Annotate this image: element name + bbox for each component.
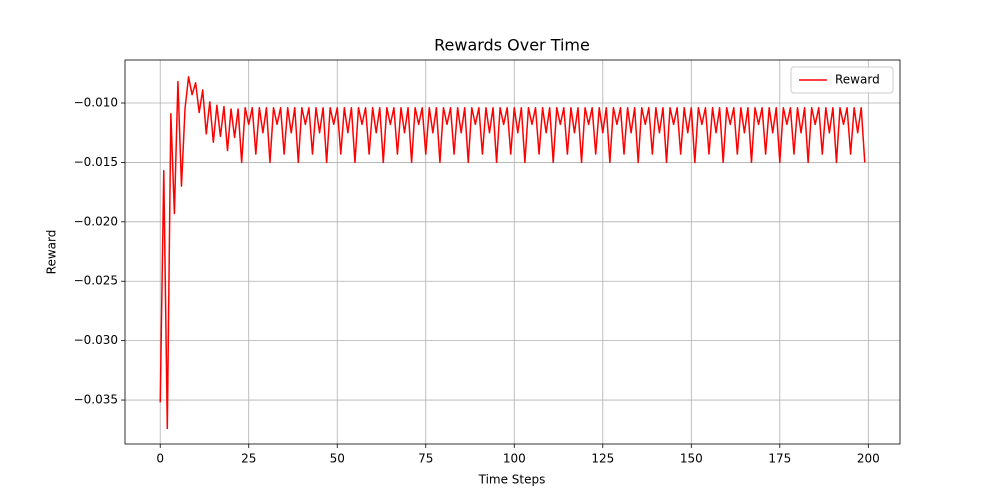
- y-axis-label: Reward: [45, 230, 59, 275]
- x-tick-label: 200: [857, 452, 880, 466]
- chart-title: Rewards Over Time: [434, 36, 590, 55]
- y-tick-label: −0.025: [74, 274, 118, 288]
- x-tick-label: 125: [591, 452, 614, 466]
- legend-box: [790, 66, 894, 94]
- x-tick-label: 150: [680, 452, 703, 466]
- legend-label: Reward: [835, 73, 880, 87]
- x-tick-label: 25: [241, 452, 256, 466]
- y-tick-label: −0.015: [74, 155, 118, 169]
- plot-frame: [124, 59, 901, 445]
- x-axis-label: Time Steps: [478, 473, 546, 487]
- y-tick-label: −0.010: [74, 96, 118, 110]
- x-tick-label: 175: [768, 452, 791, 466]
- y-tick-label: −0.020: [74, 214, 118, 228]
- x-tick-label: 0: [156, 452, 164, 466]
- y-tick-label: −0.030: [74, 333, 118, 347]
- line-series: [159, 76, 866, 430]
- x-tick-label: 75: [418, 452, 433, 466]
- x-tick-label: 50: [330, 452, 345, 466]
- y-tick-label: −0.035: [74, 393, 118, 407]
- x-tick-label: 100: [503, 452, 526, 466]
